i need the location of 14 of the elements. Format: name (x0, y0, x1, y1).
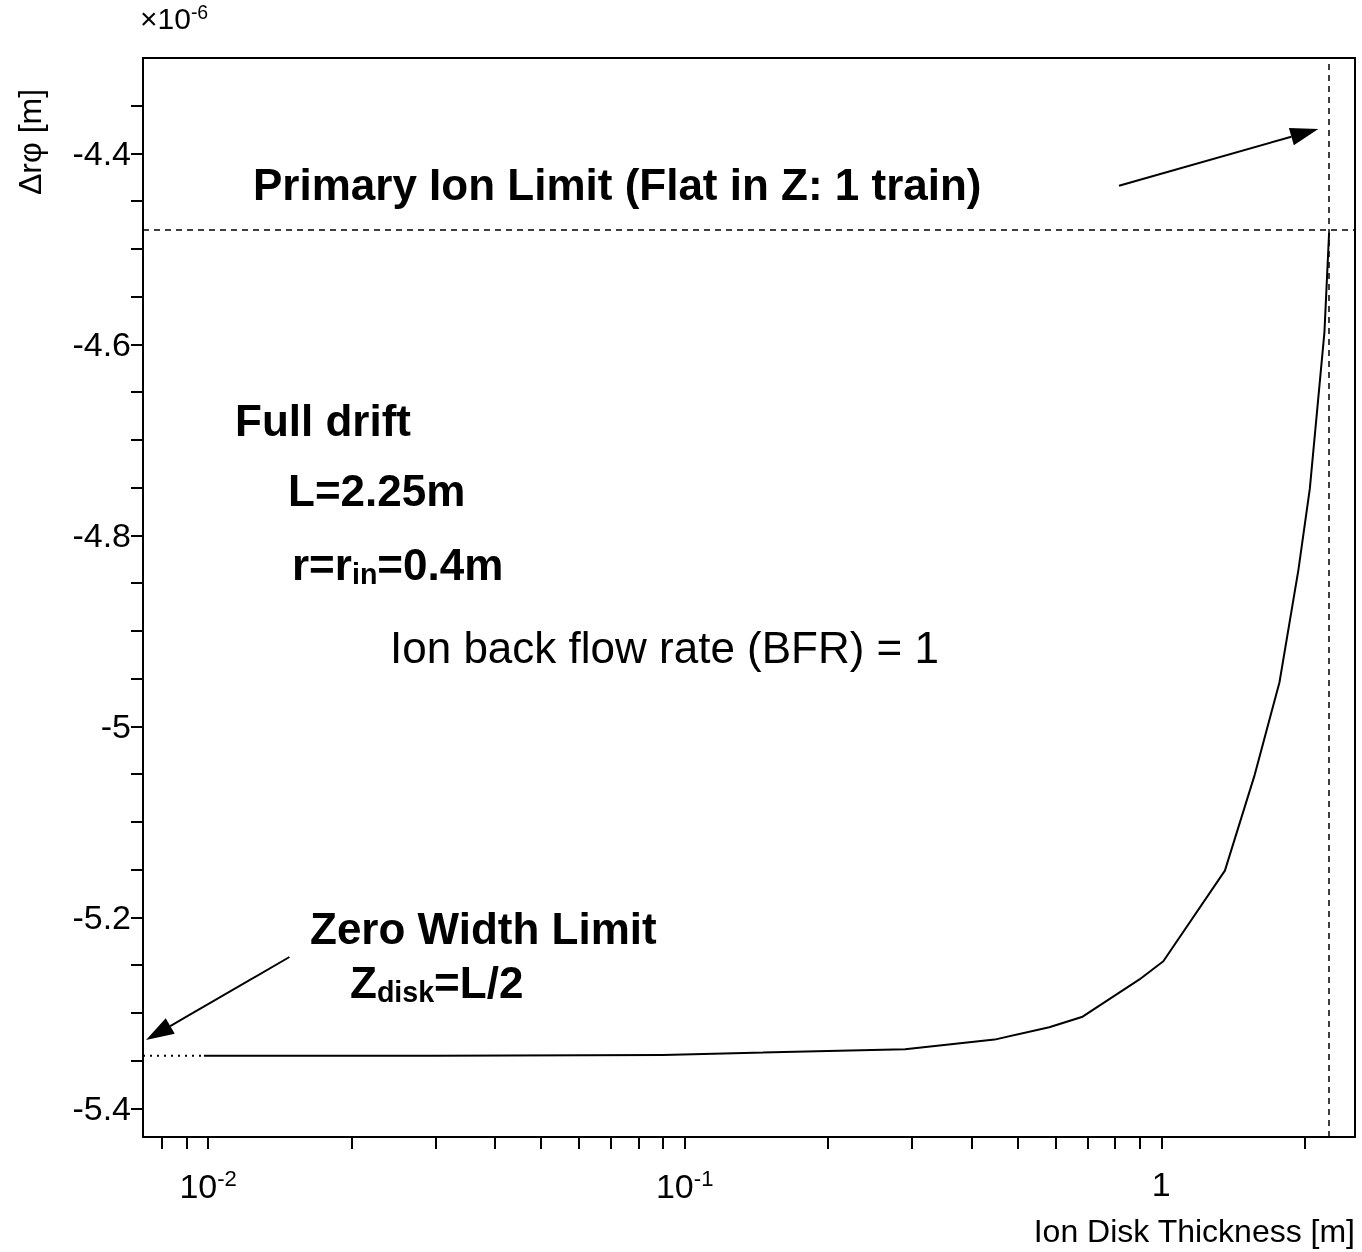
annotation: L=2.25m (288, 465, 466, 515)
y-tick-label: -5.2 (72, 898, 131, 937)
annotation: Zero Width Limit (310, 903, 658, 953)
annotation: Primary Ion Limit (Flat in Z: 1 train) (253, 159, 982, 209)
y-tick-label: -4.8 (72, 516, 131, 555)
annotation: Full drift (235, 395, 412, 445)
y-tick-label: -4.6 (72, 325, 131, 364)
y-tick-label: -5 (100, 707, 131, 746)
x-axis-title: Ion Disk Thickness [m] (1033, 1213, 1355, 1249)
annotation: Ion back flow rate (BFR) = 1 (390, 622, 939, 672)
y-axis-title: Δrφ [m] (12, 88, 48, 195)
y-tick-label: -5.4 (72, 1089, 131, 1128)
x-tick-label: 1 (1151, 1165, 1171, 1203)
y-tick-label: -4.4 (72, 134, 131, 173)
